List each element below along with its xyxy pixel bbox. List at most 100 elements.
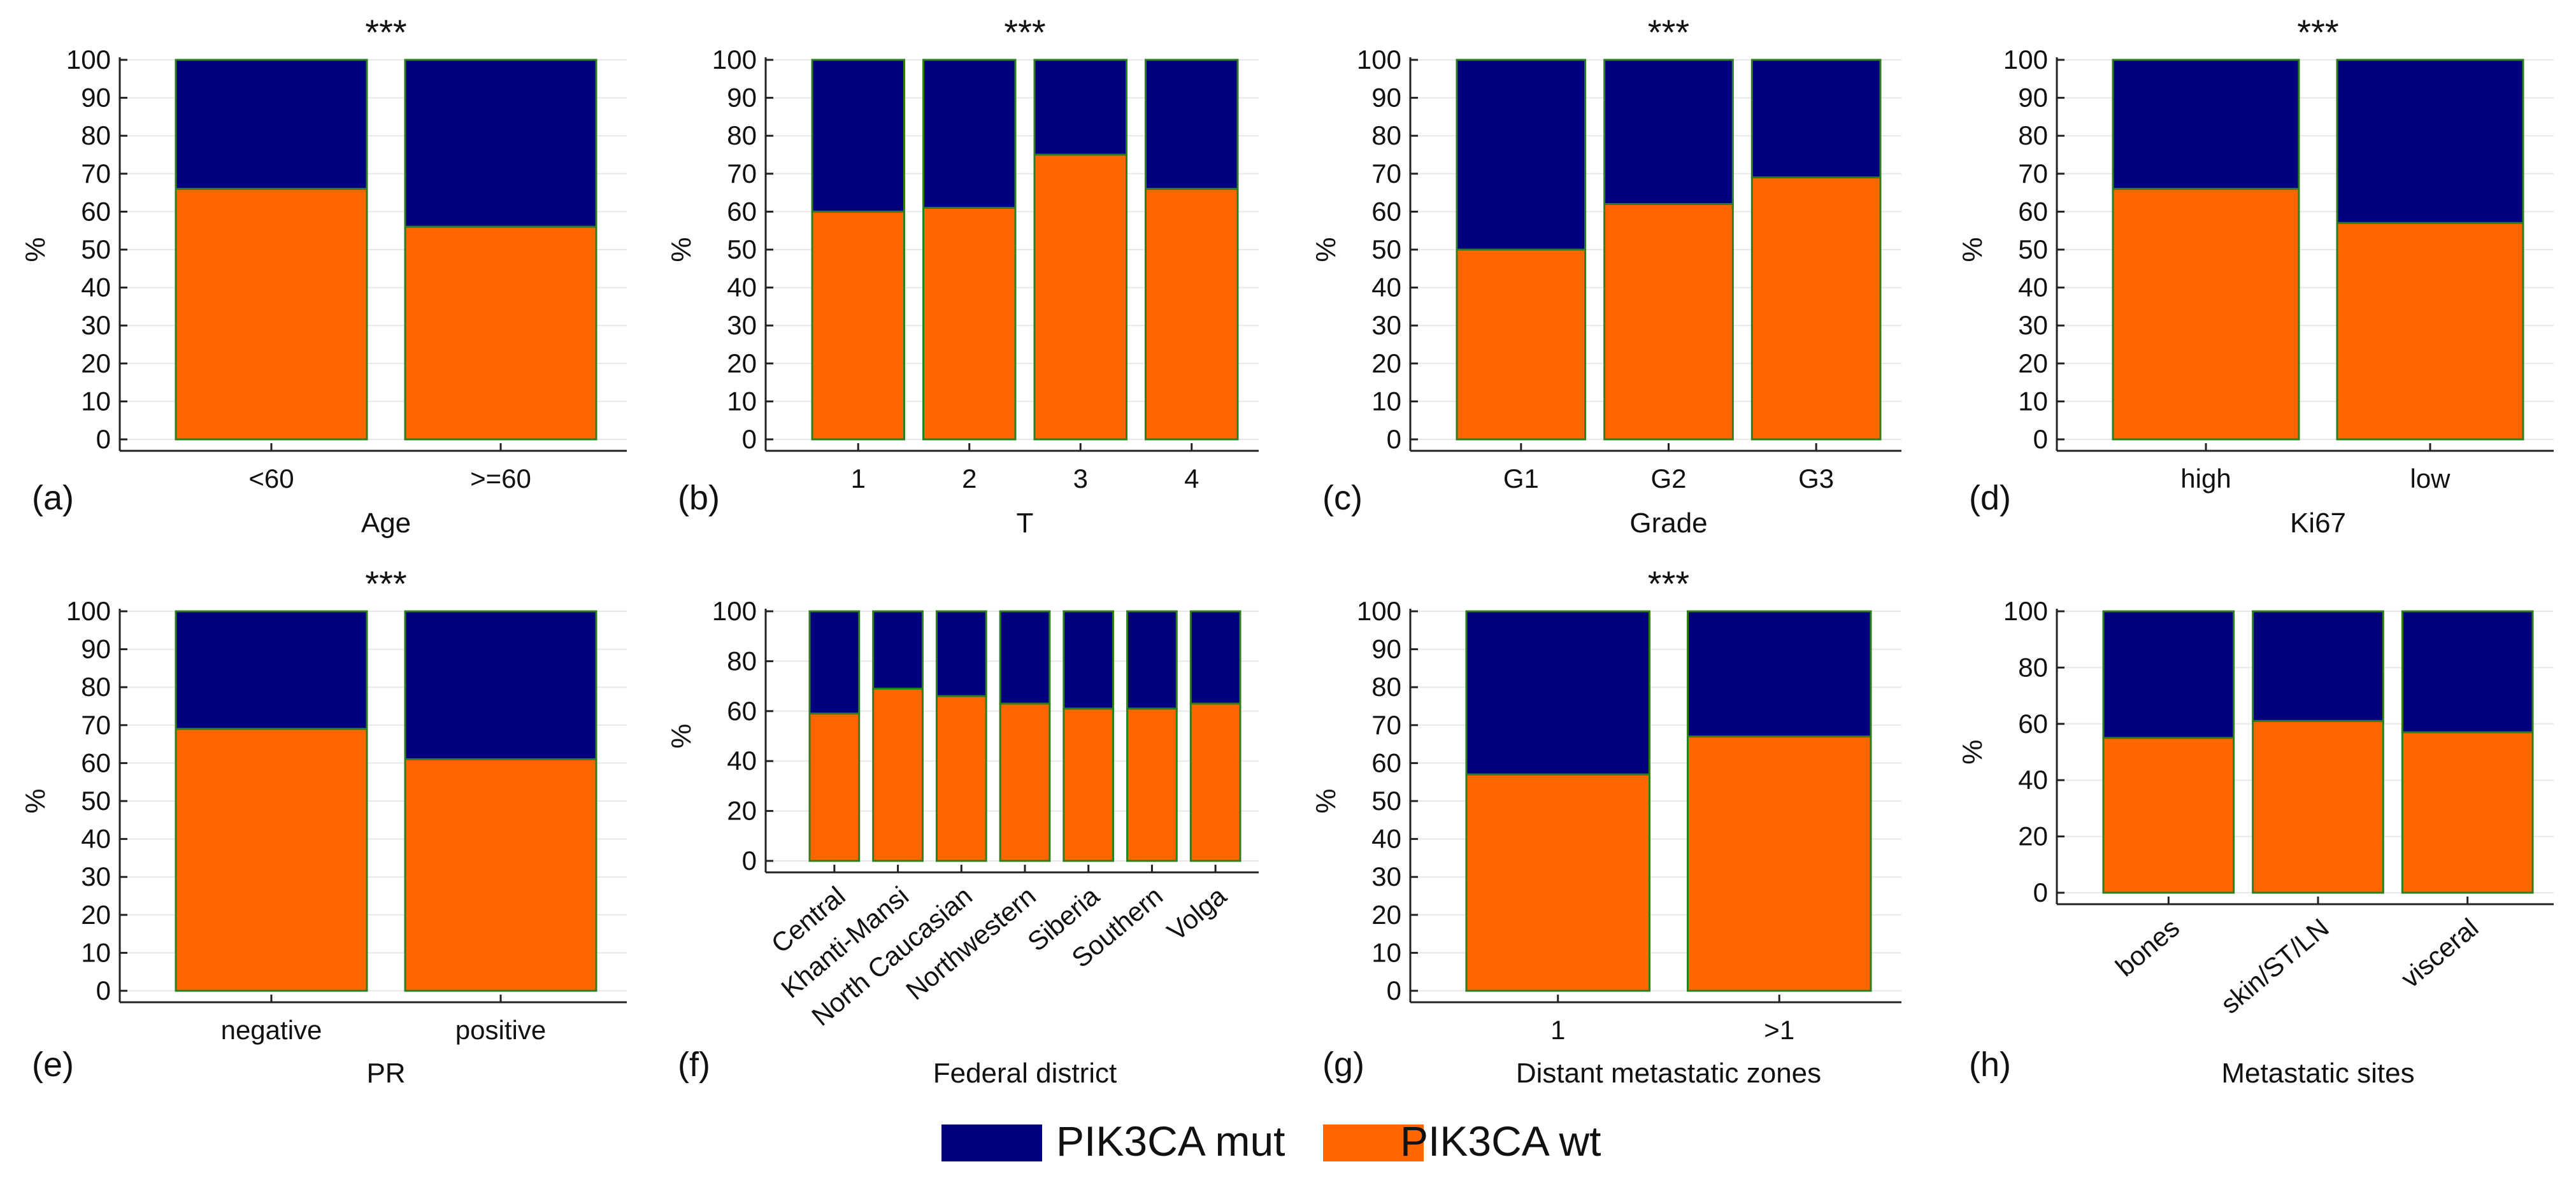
x-tick-label: skin/ST/LN — [2215, 912, 2335, 1019]
chart-panel-c: 0 10 20 30 40 50 60 70 80 90 100 G1 G2 G3% Grade (c) *** — [1310, 12, 1901, 539]
y-axis-label: % — [666, 723, 697, 748]
y-tick-label: 20 — [2018, 348, 2048, 378]
y-tick-label: 10 — [727, 386, 757, 416]
bar-segment-mut — [1456, 59, 1587, 251]
panel-letter: (h) — [1969, 1046, 2011, 1084]
y-tick-label: 60 — [727, 196, 757, 226]
bar-segment-wt — [175, 728, 368, 992]
x-axis-label: Federal district — [933, 1058, 1117, 1089]
panel-letter: (b) — [678, 479, 720, 517]
bar-segment-wt — [2252, 720, 2384, 894]
bar-segment-wt — [404, 225, 597, 441]
bar-segment-mut — [1750, 59, 1882, 179]
x-axis-label: Distant metastatic zones — [1516, 1058, 1821, 1089]
bar-segment-mut — [1465, 610, 1650, 776]
y-tick-label: 90 — [81, 634, 111, 664]
y-tick-label: 80 — [727, 120, 757, 150]
panel-letter: (e) — [32, 1046, 74, 1084]
x-axis-label: Age — [361, 507, 411, 539]
y-tick-label: 0 — [1387, 976, 1401, 1005]
bar-segment-wt — [1189, 702, 1241, 862]
y-tick-label: 30 — [81, 310, 111, 340]
y-axis-label: % — [1310, 237, 1342, 262]
bar-segment-wt — [935, 695, 987, 862]
x-tick-label: Volga — [1161, 880, 1232, 946]
x-tick-label: >1 — [1764, 1015, 1794, 1045]
y-tick-label: 100 — [66, 45, 111, 75]
bar-segment-mut — [1687, 610, 1872, 738]
y-tick-label: 100 — [66, 596, 111, 626]
y-tick-label: 10 — [81, 386, 111, 416]
x-axis-label: Metastatic sites — [2221, 1058, 2414, 1089]
bar-segment-wt — [1603, 202, 1734, 441]
x-tick-label: low — [2410, 464, 2451, 493]
y-tick-label: 0 — [1387, 424, 1401, 454]
y-tick-label: 80 — [727, 646, 757, 676]
x-tick-label: G2 — [1650, 464, 1686, 493]
bar-segment-wt — [404, 758, 597, 992]
chart-panel-b: 0 10 20 30 40 50 60 70 80 90 100 1 2 3 4% T (b) *** — [666, 12, 1259, 539]
y-tick-label: 50 — [81, 234, 111, 264]
bar-segment-wt — [811, 210, 905, 441]
y-tick-label: 60 — [2018, 709, 2048, 739]
bar-segment-mut — [404, 59, 597, 228]
bar-segment-wt — [2401, 731, 2534, 894]
y-tick-label: 70 — [1371, 159, 1401, 188]
y-tick-label: 70 — [81, 159, 111, 188]
y-tick-label: 90 — [1371, 634, 1401, 664]
significance-mark: *** — [1648, 564, 1689, 604]
y-tick-label: 40 — [81, 273, 111, 302]
y-tick-label: 70 — [727, 159, 757, 188]
bar-segment-mut — [999, 610, 1051, 705]
y-tick-label: 20 — [727, 796, 757, 826]
y-tick-label: 50 — [1371, 786, 1401, 816]
bar-segment-mut — [872, 610, 924, 690]
y-tick-label: 20 — [1371, 348, 1401, 378]
chart-panel-d: 0 10 20 30 40 50 60 70 80 90 100 high low% Ki67 (d) *** — [1957, 12, 2554, 539]
x-tick-label: >=60 — [470, 464, 531, 493]
y-tick-label: 60 — [727, 696, 757, 726]
y-tick-label: 90 — [2018, 83, 2048, 113]
significance-mark: *** — [365, 12, 406, 52]
bar-segment-wt — [2102, 737, 2235, 894]
chart-panel-h: 0 20 40 60 80 100 bones skin/ST/LN visceral% Meta… — [1957, 596, 2554, 1089]
y-tick-label: 10 — [1371, 386, 1401, 416]
y-tick-label: 10 — [2018, 386, 2048, 416]
bar-segment-mut — [1063, 610, 1115, 710]
y-tick-label: 70 — [2018, 159, 2048, 188]
x-tick-label: G3 — [1798, 464, 1834, 493]
x-tick-label: 2 — [962, 464, 977, 493]
bar-segment-wt — [808, 713, 861, 862]
y-axis-label: % — [20, 788, 51, 813]
bar-segment-mut — [1603, 59, 1734, 205]
bar-segment-wt — [999, 702, 1051, 862]
y-tick-label: 60 — [2018, 196, 2048, 226]
y-tick-label: 40 — [727, 273, 757, 302]
bar-segment-wt — [1063, 707, 1115, 862]
bar-segment-mut — [935, 610, 987, 697]
bar-segment-wt — [1750, 176, 1882, 441]
legend-mut-label: PIK3CA mut — [1056, 1118, 1285, 1165]
y-tick-label: 20 — [81, 900, 111, 930]
y-tick-label: 40 — [727, 746, 757, 776]
y-axis-label: % — [1957, 237, 1988, 262]
significance-mark: *** — [1648, 12, 1689, 52]
y-tick-label: 0 — [742, 846, 757, 876]
bar-segment-mut — [175, 59, 368, 190]
y-tick-label: 40 — [2018, 765, 2048, 795]
panel-letter: (f) — [678, 1046, 710, 1084]
panel-letter: (d) — [1969, 479, 2011, 517]
y-tick-label: 80 — [2018, 652, 2048, 682]
x-axis-label: Grade — [1629, 507, 1707, 539]
y-tick-label: 90 — [727, 83, 757, 113]
significance-mark: *** — [1004, 12, 1045, 52]
bar-segment-mut — [1145, 59, 1239, 190]
bar-segment-wt — [1687, 735, 1872, 992]
panel-letter: (a) — [32, 479, 74, 517]
y-tick-label: 50 — [2018, 234, 2048, 264]
y-tick-label: 80 — [1371, 672, 1401, 702]
y-tick-label: 30 — [1371, 310, 1401, 340]
y-tick-label: 30 — [81, 862, 111, 891]
y-tick-label: 60 — [81, 748, 111, 777]
y-tick-label: 10 — [1371, 937, 1401, 967]
